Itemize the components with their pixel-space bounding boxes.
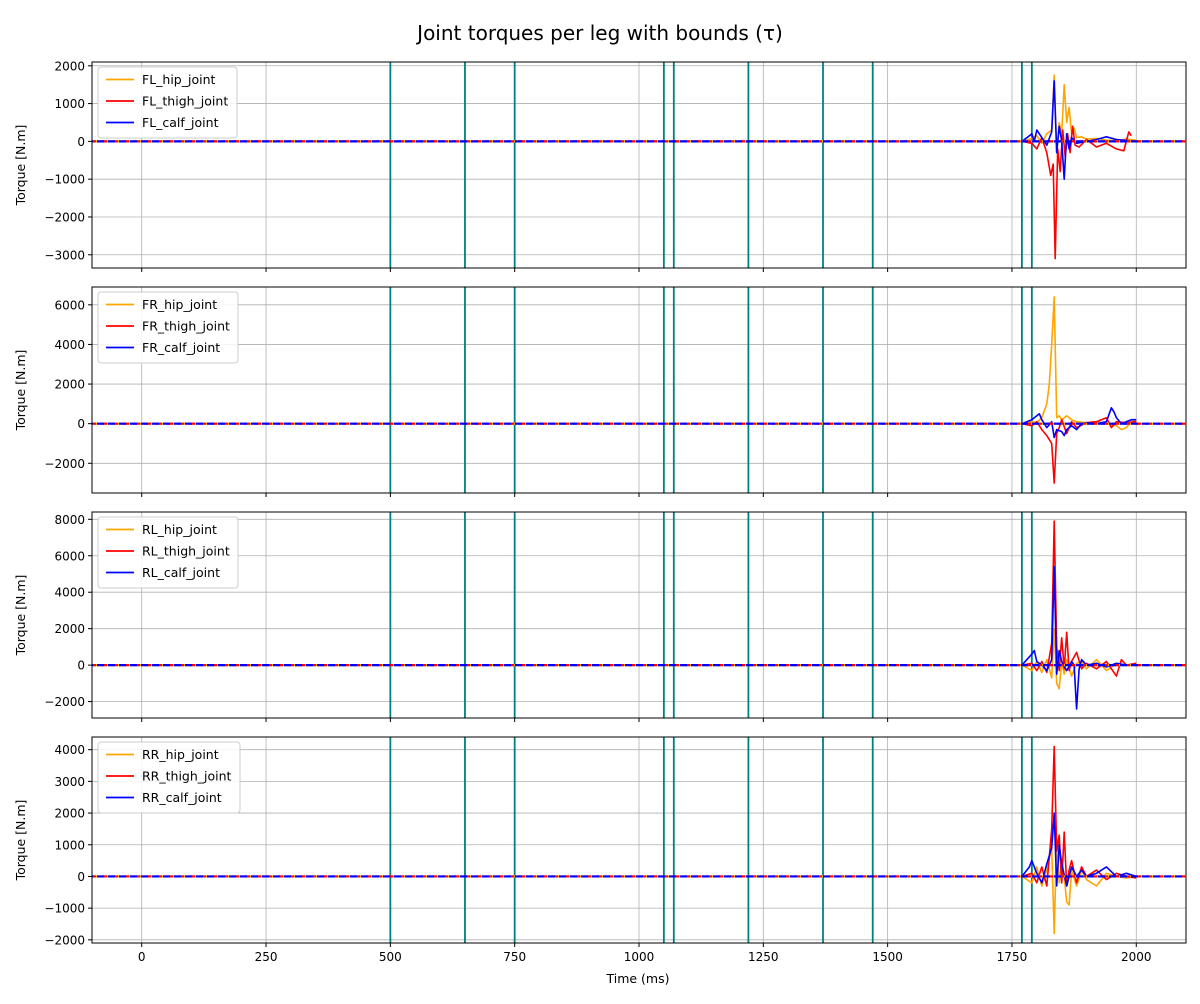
y-tick-label: −2000 bbox=[44, 457, 85, 471]
series-line-FL_thigh_joint bbox=[92, 125, 1132, 260]
y-axis-label: Torque [N.m] bbox=[13, 800, 28, 882]
legend-entry: RR_hip_joint bbox=[142, 747, 219, 762]
legend: RL_hip_joint RL_thigh_joint RL_calf_joint bbox=[97, 516, 239, 589]
y-tick-label: −2000 bbox=[44, 933, 85, 947]
legend-box bbox=[97, 516, 239, 589]
legend-entry: FR_thigh_joint bbox=[142, 319, 230, 334]
y-tick-label: 6000 bbox=[54, 298, 85, 312]
y-tick-label: 1000 bbox=[54, 97, 85, 111]
y-tick-label: 2000 bbox=[54, 807, 85, 821]
legend-entry: RL_calf_joint bbox=[142, 565, 220, 580]
x-tick-label: 1000 bbox=[624, 950, 655, 964]
x-tick-label: 0 bbox=[138, 950, 146, 964]
legend-entry: FL_calf_joint bbox=[142, 115, 219, 130]
y-tick-label: 4000 bbox=[54, 586, 85, 600]
legend-entry: FL_hip_joint bbox=[142, 72, 215, 87]
y-tick-label: −1000 bbox=[44, 173, 85, 187]
x-tick-label: 1750 bbox=[997, 950, 1028, 964]
panel-3: −2000 0 2000 4000 6000 8000 Torque [N.m] RL_hip… bbox=[13, 511, 1187, 722]
legend-entry: FR_hip_joint bbox=[142, 297, 217, 312]
legend-entry: RR_calf_joint bbox=[142, 790, 222, 805]
legend-entry: FL_thigh_joint bbox=[142, 94, 228, 109]
y-tick-label: −3000 bbox=[44, 248, 85, 262]
y-tick-label: −2000 bbox=[44, 695, 85, 709]
series-group bbox=[92, 296, 1186, 484]
series-line-FR_hip_joint bbox=[92, 296, 1137, 431]
y-tick-label: 2000 bbox=[54, 622, 85, 636]
y-tick-label: 0 bbox=[77, 659, 85, 673]
series-line-RR_calf_joint bbox=[92, 812, 1137, 887]
x-tick-label: 2000 bbox=[1121, 950, 1152, 964]
y-tick-label: −2000 bbox=[44, 210, 85, 224]
x-tick-label: 250 bbox=[255, 950, 278, 964]
legend-box bbox=[97, 291, 239, 364]
legend-entry: RL_thigh_joint bbox=[142, 544, 230, 559]
panel-2: −2000 0 2000 4000 6000 Torque [N.m] FR_hip_joi… bbox=[13, 286, 1187, 497]
series-line-RR_thigh_joint bbox=[92, 745, 1137, 887]
y-axis-label: Torque [N.m] bbox=[13, 350, 28, 432]
series-line-RR_hip_joint bbox=[92, 837, 1137, 935]
y-tick-label: 2000 bbox=[54, 59, 85, 73]
series-line-RL_thigh_joint bbox=[92, 520, 1137, 677]
legend-box bbox=[97, 741, 241, 814]
x-tick-label: 750 bbox=[503, 950, 526, 964]
y-tick-label: 4000 bbox=[54, 743, 85, 757]
panel-1: −3000 −2000 −1000 0 1000 2000 Torque [N.m] FL_h… bbox=[13, 59, 1187, 272]
y-tick-label: 4000 bbox=[54, 338, 85, 352]
legend: RR_hip_joint RR_thigh_joint RR_calf_joint bbox=[97, 741, 241, 814]
legend-box bbox=[97, 66, 238, 139]
y-tick-label: 0 bbox=[77, 870, 85, 884]
x-tick-label: 500 bbox=[379, 950, 402, 964]
series-line-FR_thigh_joint bbox=[92, 416, 1137, 484]
y-tick-label: 0 bbox=[77, 135, 85, 149]
legend-entry: FR_calf_joint bbox=[142, 340, 220, 355]
series-line-RL_hip_joint bbox=[92, 627, 1137, 690]
series-group bbox=[92, 74, 1186, 260]
series-line-FR_calf_joint bbox=[92, 406, 1137, 439]
y-tick-label: 8000 bbox=[54, 513, 85, 527]
x-tick-label: 1250 bbox=[748, 950, 779, 964]
figure-title: Joint torques per leg with bounds (τ) bbox=[415, 21, 783, 45]
x-axis-label: Time (ms) bbox=[605, 971, 669, 986]
legend-entry: RL_hip_joint bbox=[142, 522, 217, 537]
series-line-FL_calf_joint bbox=[92, 80, 1137, 180]
y-tick-label: −1000 bbox=[44, 902, 85, 916]
series-line-RL_calf_joint bbox=[92, 565, 1137, 710]
series-group bbox=[92, 745, 1186, 935]
legend-entry: RR_thigh_joint bbox=[142, 769, 232, 784]
x-tick-label: 1500 bbox=[872, 950, 903, 964]
y-tick-label: 0 bbox=[77, 417, 85, 431]
panel-4: 0 250 500 750 1000 1250 1500 1750 2000 −2000 −1000… bbox=[13, 736, 1187, 964]
y-tick-label: 6000 bbox=[54, 549, 85, 563]
y-tick-label: 3000 bbox=[54, 775, 85, 789]
y-axis-label: Torque [N.m] bbox=[13, 575, 28, 657]
y-axis-label: Torque [N.m] bbox=[13, 125, 28, 207]
y-tick-label: 2000 bbox=[54, 378, 85, 392]
legend: FL_hip_joint FL_thigh_joint FL_calf_joint bbox=[97, 66, 238, 139]
series-group bbox=[92, 520, 1186, 710]
y-tick-label: 1000 bbox=[54, 838, 85, 852]
legend: FR_hip_joint FR_thigh_joint FR_calf_joint bbox=[97, 291, 239, 364]
